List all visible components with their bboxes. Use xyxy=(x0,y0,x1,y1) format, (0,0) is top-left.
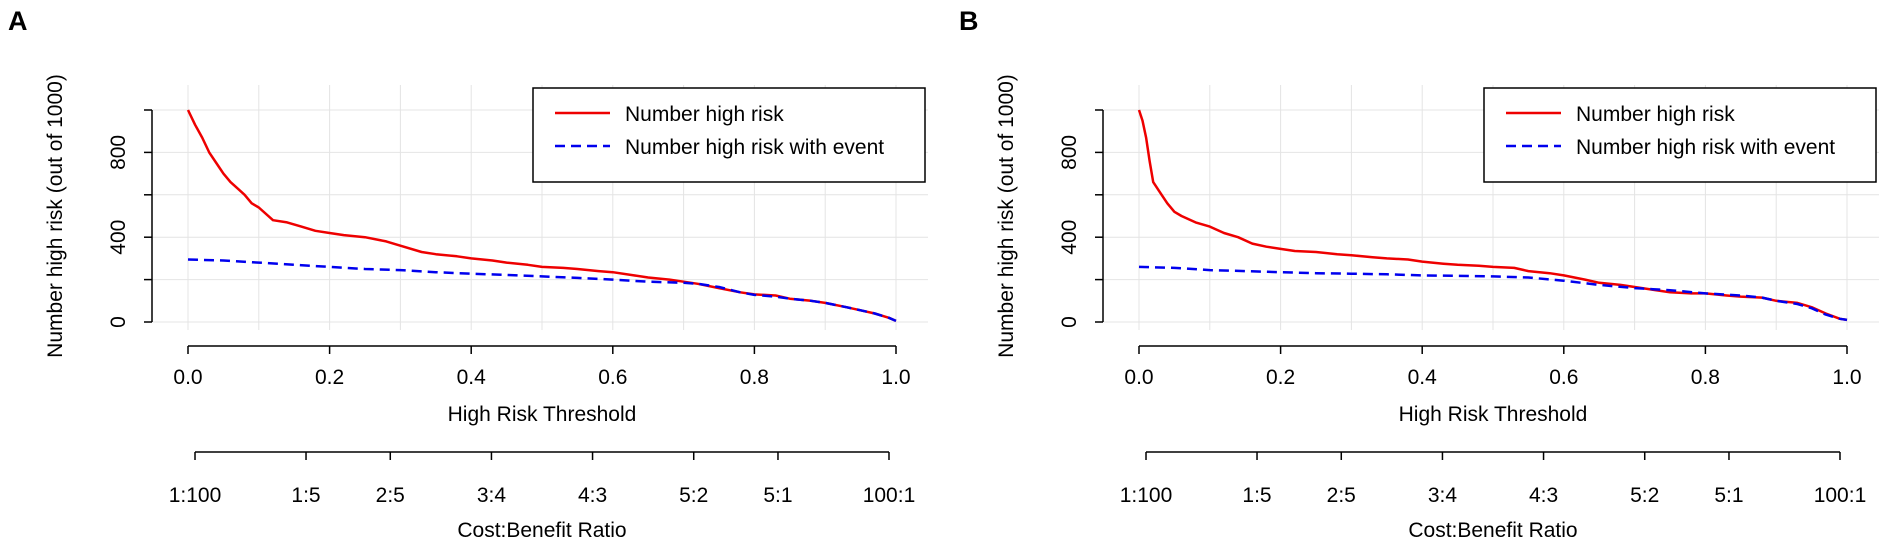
cost-benefit-tick-label: 1:5 xyxy=(1242,484,1271,507)
y-tick-label: 400 xyxy=(107,220,130,255)
cost-benefit-tick-label: 5:2 xyxy=(1630,484,1659,507)
y-tick-label: 0 xyxy=(1058,316,1081,328)
x-axis-label: High Risk Threshold xyxy=(1399,403,1588,426)
legend-label: Number high risk xyxy=(625,103,784,126)
legend-box xyxy=(1483,87,1877,183)
panel-label: B xyxy=(959,6,979,36)
x-tick-label: 1.0 xyxy=(1832,366,1861,389)
x-tick-label: 0.8 xyxy=(740,366,769,389)
cost-benefit-tick-label: 2:5 xyxy=(1327,484,1356,507)
series-line-high-risk xyxy=(186,109,897,323)
panel-b: B 0 400 800 Number high risk (out of 1000) 0.… xyxy=(959,6,1879,542)
x-tick-label: 0.6 xyxy=(1549,366,1578,389)
cost-benefit-tick-label: 4:3 xyxy=(1529,484,1558,507)
legend-label: Number high risk with event xyxy=(1576,136,1835,159)
cost-benefit-tick-label: 3:4 xyxy=(1428,484,1458,507)
y-tick-label: 0 xyxy=(107,316,130,328)
cost-benefit-axis-label: Cost:Benefit Ratio xyxy=(1408,519,1577,542)
panel-label: A xyxy=(8,6,28,36)
cost-benefit-tick-label: 3:4 xyxy=(477,484,507,507)
x-tick-label: 0.4 xyxy=(457,366,487,389)
y-axis-label: Number high risk (out of 1000) xyxy=(44,74,67,358)
x-tick-label: 0.0 xyxy=(173,366,202,389)
legend: Number high risk Number high risk with ev… xyxy=(1483,87,1877,183)
x-tick-label: 0.8 xyxy=(1691,366,1720,389)
x-tick-label: 1.0 xyxy=(881,366,910,389)
legend-label: Number high risk xyxy=(1576,103,1735,126)
legend: Number high risk Number high risk with ev… xyxy=(532,87,926,183)
legend-label: Number high risk with event xyxy=(625,136,884,159)
series-line-high-risk xyxy=(1137,109,1848,322)
cost-benefit-tick-label: 5:1 xyxy=(1714,484,1743,507)
cost-benefit-tick-label: 1:5 xyxy=(291,484,320,507)
x-axis-label: High Risk Threshold xyxy=(448,403,637,426)
y-tick-label: 800 xyxy=(107,135,130,170)
legend-box xyxy=(532,87,926,183)
cost-benefit-axis-label: Cost:Benefit Ratio xyxy=(457,519,626,542)
x-tick-label: 0.2 xyxy=(315,366,344,389)
cost-benefit-tick-label: 4:3 xyxy=(578,484,607,507)
x-tick-label: 0.4 xyxy=(1408,366,1438,389)
x-tick-label: 0.6 xyxy=(598,366,627,389)
cost-benefit-tick-label: 1:100 xyxy=(169,484,222,507)
y-axis-label: Number high risk (out of 1000) xyxy=(995,74,1018,358)
series-line-high-risk-with-event xyxy=(1138,265,1848,322)
x-tick-label: 0.2 xyxy=(1266,366,1295,389)
y-tick-label: 800 xyxy=(1058,135,1081,170)
cost-benefit-tick-label: 5:1 xyxy=(763,484,792,507)
cost-benefit-tick-label: 1:100 xyxy=(1120,484,1173,507)
cost-benefit-tick-label: 5:2 xyxy=(679,484,708,507)
y-tick-label: 400 xyxy=(1058,220,1081,255)
cost-benefit-tick-label: 100:1 xyxy=(1814,484,1867,507)
cost-benefit-tick-label: 2:5 xyxy=(376,484,405,507)
cost-benefit-tick-label: 100:1 xyxy=(863,484,916,507)
x-tick-label: 0.0 xyxy=(1124,366,1153,389)
panel-a: A 0 400 800 Number high risk (out of 1000) 0.… xyxy=(8,6,928,542)
